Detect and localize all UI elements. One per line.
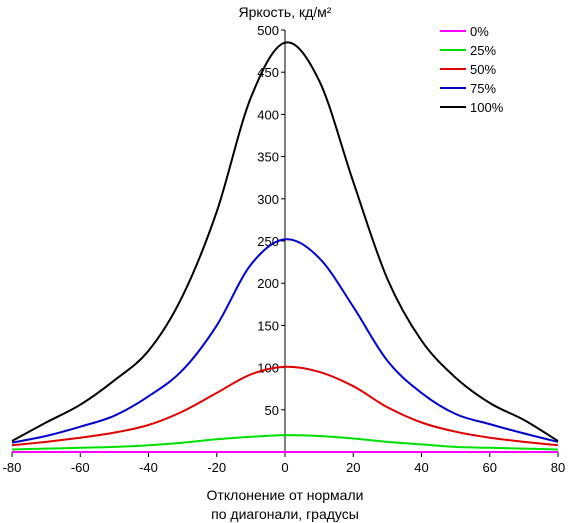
- chart-title: Яркость, кд/м²: [239, 4, 332, 20]
- y-tick-label: 300: [257, 192, 279, 207]
- y-tick-label: 250: [257, 234, 279, 249]
- legend-label: 0%: [470, 24, 489, 39]
- y-tick-label: 450: [257, 65, 279, 80]
- x-tick-label: -60: [71, 460, 90, 475]
- x-tick-label: 60: [483, 460, 497, 475]
- legend: 0% 25% 50% 75% 100%: [440, 24, 504, 115]
- x-tick-label: 40: [414, 460, 428, 475]
- y-tick-label: 150: [257, 318, 279, 333]
- series-line-75pct: [11, 238, 559, 444]
- legend-label: 100%: [470, 100, 504, 115]
- x-axis-label-line2: по диагонали, градусы: [211, 506, 359, 522]
- axes: -80 -60 -40 -20 0 20 40 60 805010015020025030035…: [3, 23, 566, 475]
- series-line-25pct: [11, 434, 559, 451]
- legend-label: 50%: [470, 62, 496, 77]
- series-lines: [11, 41, 559, 453]
- legend-label: 75%: [470, 81, 496, 96]
- x-tick-label: 20: [346, 460, 360, 475]
- x-tick-label: -40: [139, 460, 158, 475]
- series-line-50pct: [11, 365, 559, 447]
- x-axis-label-line1: Отклонение от нормали: [207, 487, 364, 503]
- y-tick-label: 400: [257, 107, 279, 122]
- x-tick-label: -80: [3, 460, 22, 475]
- x-tick-label: 80: [551, 460, 565, 475]
- y-tick-label: 200: [257, 276, 279, 291]
- y-tick-label: 50: [265, 403, 279, 418]
- x-tick-label: 0: [281, 460, 288, 475]
- y-tick-label: 350: [257, 150, 279, 165]
- series-line-100pct: [11, 41, 559, 442]
- y-tick-label: 500: [257, 23, 279, 38]
- x-tick-label: -20: [207, 460, 226, 475]
- legend-label: 25%: [470, 43, 496, 58]
